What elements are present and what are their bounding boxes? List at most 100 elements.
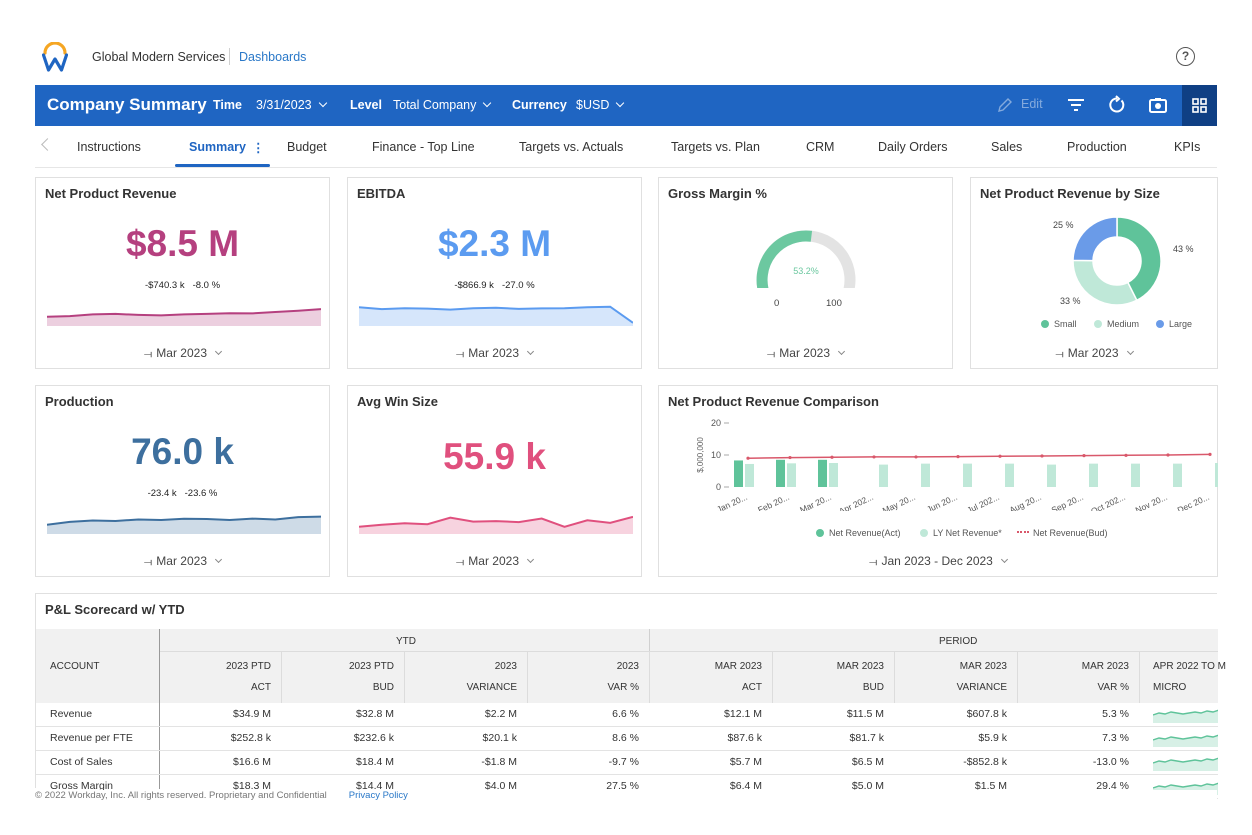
column-subheader[interactable]: BUD [372,682,394,693]
workday-logo[interactable] [42,42,68,72]
column-header[interactable]: MAR 2023 [836,661,884,672]
period-selector[interactable]: ⟞ Mar 2023 [348,554,641,568]
pin-icon: ⟞ [1055,349,1064,360]
account-header[interactable]: ACCOUNT [50,661,100,672]
question-circle-icon[interactable]: ? [1176,47,1195,66]
point-net-revenue-bud [788,455,792,460]
column-header[interactable]: MAR 2023 [1081,661,1129,672]
legend-ly-net-revenue[interactable]: LY Net Revenue* [920,528,1002,538]
column-header[interactable]: MAR 2023 [714,661,762,672]
column-subheader[interactable]: ACT [251,682,271,693]
x-tick-label: Aug 20... [1008,492,1043,511]
tab-more-menu-icon[interactable]: ⋮ [252,141,265,155]
period-selector[interactable]: ⟞ Mar 2023 [36,346,329,360]
edit-button[interactable]: Edit [1021,97,1043,111]
net-product-revenue-card[interactable]: Net Product Revenue $8.5 M -$740.3 k -8.0… [35,177,330,369]
column-divider [772,651,773,703]
column-subheader[interactable]: VAR % [607,682,640,693]
chevron-down-icon [526,555,535,564]
slice-label-medium: 33 % [1060,296,1081,306]
ebitda-card[interactable]: EBITDA $2.3 M -$866.9 k -27.0 % ⟞ Mar 2023 [347,177,642,369]
level-selector[interactable]: Total Company [393,98,492,112]
tab-targets-vs-actuals[interactable]: Targets vs. Actuals [519,140,624,154]
column-subheader[interactable]: MICRO [1153,682,1187,693]
period-selector[interactable]: ⟞ Mar 2023 [659,346,952,360]
point-net-revenue-bud [746,456,750,460]
kpi-value: $8.5 M [125,223,240,264]
account-name[interactable]: Gross Margin [50,780,114,792]
production-card[interactable]: Production 76.0 k -23.4 k -23.6 % ⟞ Mar 20… [35,385,330,577]
column-subheader[interactable]: VARIANCE [956,682,1007,693]
column-subheader[interactable]: ACT [742,682,762,693]
table-cell: $12.1 M [724,708,762,720]
tab-crm[interactable]: CRM [806,140,835,154]
tab-kpis[interactable]: KPIs [1174,140,1201,154]
breadcrumb-dashboards[interactable]: Dashboards [239,50,307,64]
table-cell: $5.9 k [978,732,1007,744]
column-header[interactable]: MAR 2023 [959,661,1007,672]
legend-large[interactable]: Large [1156,319,1192,329]
tab-summary[interactable]: Summary [189,140,246,154]
tab-sales[interactable]: Sales [991,140,1023,154]
filter-icon[interactable] [1066,95,1086,115]
tab-instructions[interactable]: Instructions [77,140,141,154]
x-tick-label: Nov 20... [1134,492,1169,511]
pl-scorecard: P&L Scorecard w/ YTD YTD PERIOD ACCOUNT … [35,593,1226,799]
pin-icon: ⟞ [143,557,153,568]
column-subheader[interactable]: VAR % [1097,682,1130,693]
sparkline-line [359,515,633,528]
tab-daily-orders[interactable]: Daily Orders [878,140,948,154]
avg-win-size-card[interactable]: Avg Win Size 55.9 k ⟞ Mar 2023 [347,385,642,577]
time-selector[interactable]: 3/31/2023 [256,98,327,112]
table-cell: 27.5 % [606,780,639,792]
line-net-revenue-bud [747,453,1211,459]
legend-net-revenue-bud[interactable]: Net Revenue(Bud) [1017,528,1108,538]
column-header[interactable]: 2023 [616,661,639,672]
kpi-change: -$740.3 k -8.0 % [144,280,221,291]
legend-medium[interactable]: Medium [1094,319,1139,329]
x-tick-label: Jul 202... [965,492,1000,511]
gross-margin-card[interactable]: Gross Margin % 53.2% 0 100 ⟞ Mar 2023 [658,177,953,369]
group-period: PERIOD [939,636,978,647]
period-selector[interactable]: ⟞ Mar 2023 [348,346,641,360]
gauge-fill [756,230,813,288]
sparkline [47,515,321,534]
period-selector[interactable]: ⟞ Mar 2023 [36,554,329,568]
table-cell: $4.0 M [484,780,517,792]
column-header[interactable]: 2023 [494,661,517,672]
tab-targets-vs-plan[interactable]: Targets vs. Plan [671,140,760,154]
table-cell: -$1.8 M [481,756,517,768]
x-tick-label: Apr 202... [837,492,875,511]
point-net-revenue-bud [1166,453,1170,457]
column-header[interactable]: APR 2022 TO M [1153,661,1226,672]
grid-view-button[interactable] [1182,85,1217,126]
legend-net-revenue-act[interactable]: Net Revenue(Act) [816,528,901,538]
tab-production[interactable]: Production [1067,140,1127,154]
table-cell: $11.5 M [846,708,884,720]
period-selector[interactable]: ⟞ Mar 2023 [971,346,1217,360]
tab-finance-top-line[interactable]: Finance - Top Line [372,140,475,154]
revenue-comparison-card[interactable]: Net Product Revenue Comparison $,000,000… [658,385,1218,577]
revenue-by-size-card[interactable]: Net Product Revenue by Size 25 % 43 % 33… [970,177,1218,369]
currency-selector[interactable]: $USD [576,98,625,112]
y-tick-label: 20 [711,418,721,428]
column-header[interactable]: 2023 PTD [348,661,394,672]
column-subheader[interactable]: BUD [862,682,884,693]
refresh-icon[interactable] [1107,95,1127,115]
chevron-left-icon[interactable] [41,138,54,151]
camera-icon[interactable] [1148,95,1168,115]
point-net-revenue-bud [872,455,876,459]
column-divider [527,651,528,703]
legend-small[interactable]: Small [1041,319,1077,329]
account-name[interactable]: Revenue [50,708,93,720]
privacy-policy-link[interactable]: Privacy Policy [348,790,408,801]
column-subheader[interactable]: VARIANCE [466,682,517,693]
column-header[interactable]: 2023 PTD [225,661,271,672]
account-name[interactable]: Revenue per FTE [50,732,133,744]
account-name[interactable]: Cost of Sales [50,756,113,768]
sparkline-line [47,515,321,526]
donut-chart [1072,216,1162,306]
tab-budget[interactable]: Budget [287,140,327,154]
period-selector[interactable]: ⟞ Jan 2023 - Dec 2023 [659,554,1217,568]
table-cell: $14.4 M [356,780,394,792]
